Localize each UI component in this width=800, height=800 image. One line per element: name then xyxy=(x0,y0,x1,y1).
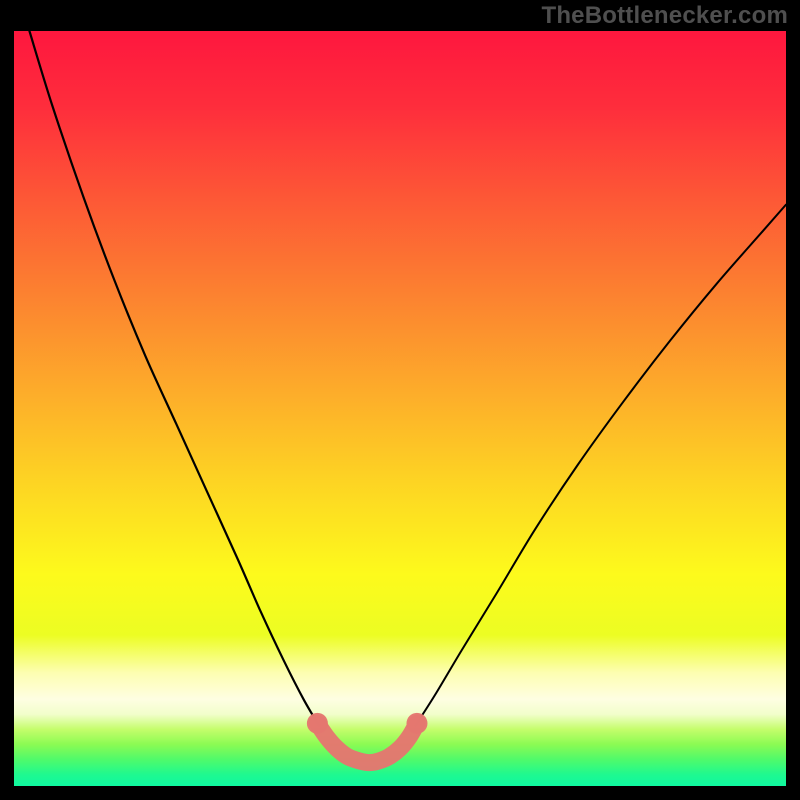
bottleneck-chart xyxy=(0,0,800,800)
watermark-text: TheBottlenecker.com xyxy=(541,2,788,30)
plot-background xyxy=(14,31,786,786)
highlight-dot-0 xyxy=(307,713,328,734)
highlight-dot-1 xyxy=(406,713,427,734)
